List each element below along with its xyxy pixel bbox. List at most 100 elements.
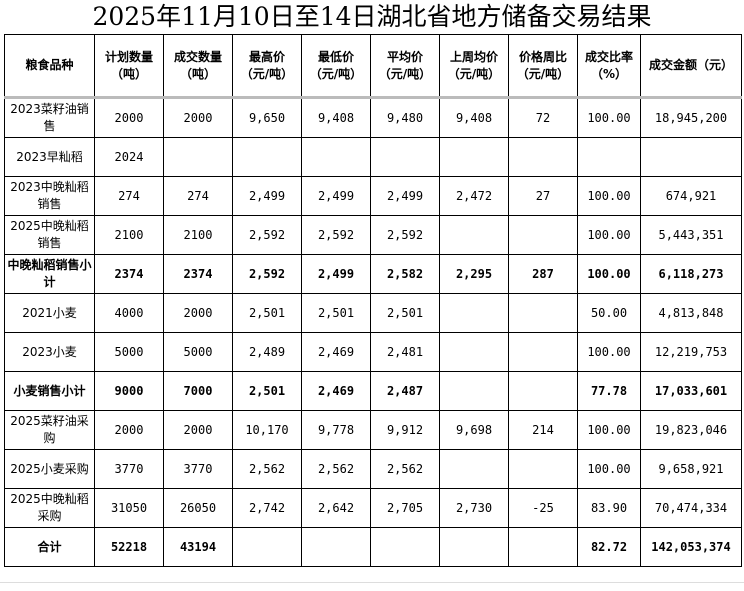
cell-traded-qty: 2100 [163, 215, 233, 255]
results-table: 粮食品种 计划数量（吨） 成交数量（吨） 最高价（元/吨） 最低价（元/吨） 平均价（元/… [4, 34, 742, 567]
header-row: 粮食品种 计划数量（吨） 成交数量（吨） 最高价（元/吨） 最低价（元/吨） 平均价（元/… [4, 34, 742, 98]
cell-max-price [232, 527, 302, 567]
cell-grain-type: 2025菜籽油采购 [4, 410, 95, 450]
cell-avg-price [370, 137, 440, 177]
cell-week-change [508, 371, 578, 411]
cell-trade-amount: 142,053,374 [640, 527, 742, 567]
cell-trade-ratio: 83.90 [577, 488, 641, 528]
table-row: 2021小麦 4000 2000 2,501 2,501 2,501 50.00 4,813,… [4, 293, 742, 333]
cell-max-price: 2,562 [232, 449, 302, 489]
header-planned-qty: 计划数量（吨） [94, 34, 164, 98]
cell-avg-price: 2,501 [370, 293, 440, 333]
cell-last-week-avg: 9,698 [439, 410, 509, 450]
cell-avg-price: 2,499 [370, 176, 440, 216]
header-trade-amount: 成交金额（元） [640, 34, 742, 98]
header-grain-type: 粮食品种 [4, 34, 95, 98]
cell-traded-qty: 3770 [163, 449, 233, 489]
cell-avg-price: 2,481 [370, 332, 440, 372]
cell-last-week-avg [439, 449, 509, 489]
cell-avg-price: 9,480 [370, 97, 440, 138]
cell-planned-qty: 2100 [94, 215, 164, 255]
table-row: 2023小麦 5000 5000 2,489 2,469 2,481 100.00 12,21… [4, 332, 742, 372]
cell-trade-ratio: 50.00 [577, 293, 641, 333]
sheet-gridlines [0, 582, 744, 591]
cell-max-price: 2,501 [232, 293, 302, 333]
cell-planned-qty: 2000 [94, 410, 164, 450]
header-max-price: 最高价（元/吨） [232, 34, 302, 98]
cell-trade-ratio: 100.00 [577, 97, 641, 138]
cell-trade-amount: 18,945,200 [640, 97, 742, 138]
cell-trade-ratio: 100.00 [577, 254, 641, 294]
cell-grain-type: 2021小麦 [4, 293, 95, 333]
cell-week-change: 214 [508, 410, 578, 450]
cell-traded-qty: 2374 [163, 254, 233, 294]
cell-traded-qty: 2000 [163, 97, 233, 138]
cell-max-price: 2,592 [232, 254, 302, 294]
cell-last-week-avg [439, 137, 509, 177]
cell-planned-qty: 9000 [94, 371, 164, 411]
cell-week-change [508, 332, 578, 372]
cell-min-price: 2,469 [301, 371, 371, 411]
cell-planned-qty: 52218 [94, 527, 164, 567]
cell-traded-qty [163, 137, 233, 177]
cell-min-price: 9,408 [301, 97, 371, 138]
cell-trade-amount: 70,474,334 [640, 488, 742, 528]
table-row: 中晚籼稻销售小计 2374 2374 2,592 2,499 2,582 2,295 287 1… [4, 254, 742, 294]
cell-trade-amount: 4,813,848 [640, 293, 742, 333]
cell-trade-amount: 19,823,046 [640, 410, 742, 450]
cell-traded-qty: 5000 [163, 332, 233, 372]
table-row: 小麦销售小计 9000 7000 2,501 2,469 2,487 77.78 17,033… [4, 371, 742, 411]
cell-planned-qty: 274 [94, 176, 164, 216]
cell-min-price: 2,562 [301, 449, 371, 489]
header-traded-qty: 成交数量（吨） [163, 34, 233, 98]
cell-last-week-avg [439, 293, 509, 333]
cell-traded-qty: 2000 [163, 410, 233, 450]
table-row: 2023早籼稻 2024 [4, 137, 742, 177]
cell-min-price: 9,778 [301, 410, 371, 450]
cell-avg-price: 2,487 [370, 371, 440, 411]
cell-grain-type: 2025中晚籼稻采购 [4, 488, 95, 528]
cell-max-price: 2,489 [232, 332, 302, 372]
cell-planned-qty: 3770 [94, 449, 164, 489]
cell-max-price [232, 137, 302, 177]
cell-traded-qty: 274 [163, 176, 233, 216]
cell-max-price: 9,650 [232, 97, 302, 138]
cell-last-week-avg: 2,472 [439, 176, 509, 216]
cell-avg-price: 2,562 [370, 449, 440, 489]
cell-week-change [508, 527, 578, 567]
cell-planned-qty: 2024 [94, 137, 164, 177]
cell-week-change [508, 137, 578, 177]
header-min-price: 最低价（元/吨） [301, 34, 371, 98]
cell-trade-amount: 17,033,601 [640, 371, 742, 411]
cell-last-week-avg: 2,730 [439, 488, 509, 528]
cell-trade-ratio: 100.00 [577, 410, 641, 450]
cell-last-week-avg [439, 371, 509, 411]
table-row: 2025菜籽油采购 2000 2000 10,170 9,778 9,912 9,698 21… [4, 410, 742, 450]
cell-trade-amount: 9,658,921 [640, 449, 742, 489]
header-last-week-avg: 上周均价（元/吨） [439, 34, 509, 98]
cell-max-price: 2,499 [232, 176, 302, 216]
cell-week-change: 72 [508, 97, 578, 138]
cell-grain-type: 2025小麦采购 [4, 449, 95, 489]
cell-grain-type: 2023菜籽油销售 [4, 97, 95, 138]
cell-last-week-avg [439, 215, 509, 255]
cell-week-change [508, 449, 578, 489]
cell-traded-qty: 7000 [163, 371, 233, 411]
cell-traded-qty: 43194 [163, 527, 233, 567]
table-row: 2025中晚籼稻销售 2100 2100 2,592 2,592 2,592 100.00 5… [4, 215, 742, 255]
cell-avg-price [370, 527, 440, 567]
cell-trade-ratio: 100.00 [577, 215, 641, 255]
cell-max-price: 10,170 [232, 410, 302, 450]
header-avg-price: 平均价（元/吨） [370, 34, 440, 98]
table-row: 2025小麦采购 3770 3770 2,562 2,562 2,562 100.00 9,6… [4, 449, 742, 489]
cell-trade-ratio: 100.00 [577, 332, 641, 372]
cell-min-price: 2,642 [301, 488, 371, 528]
cell-min-price [301, 527, 371, 567]
cell-planned-qty: 5000 [94, 332, 164, 372]
cell-last-week-avg [439, 332, 509, 372]
cell-trade-ratio: 100.00 [577, 176, 641, 216]
cell-trade-amount: 5,443,351 [640, 215, 742, 255]
cell-last-week-avg: 9,408 [439, 97, 509, 138]
header-trade-ratio: 成交比率（%） [577, 34, 641, 98]
cell-planned-qty: 2000 [94, 97, 164, 138]
